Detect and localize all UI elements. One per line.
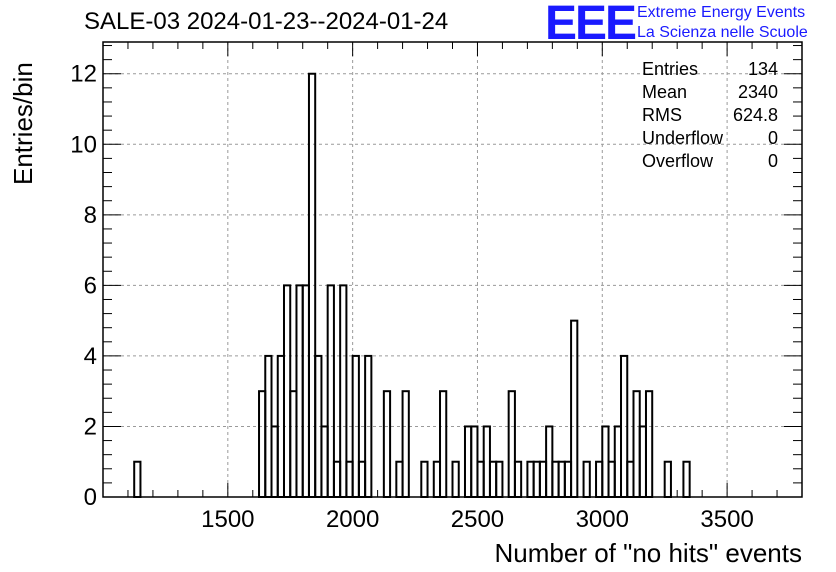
x-tick-label: 2500 [451, 506, 504, 533]
histogram-bin [495, 460, 504, 498]
stats-label: Mean [642, 82, 688, 102]
stats-label: Entries [642, 59, 699, 79]
y-axis-label: Entries/bin [8, 62, 38, 185]
stats-overflow-row: Overflow 0 [642, 150, 778, 173]
stats-value: 0 [767, 151, 778, 171]
stats-value: 134 [747, 59, 778, 79]
eee-logo-text: Extreme Energy Events La Scienza nelle S… [637, 3, 808, 43]
histogram-bin [382, 390, 392, 498]
x-axis-label: Number of "no hits" events [494, 538, 803, 568]
stats-underflow-row: Underflow 0 [642, 127, 778, 150]
histogram-bin [451, 460, 460, 498]
stats-rms-row: RMS 624.8 [642, 104, 778, 127]
histogram-bin [663, 460, 672, 498]
y-tick-label: 0 [84, 484, 97, 511]
x-tick-label: 1500 [201, 506, 254, 533]
y-tick-label: 8 [84, 202, 97, 229]
y-tick-label: 10 [70, 131, 97, 158]
histogram-bin [570, 319, 579, 498]
x-tick-label: 3500 [700, 506, 753, 533]
stats-value: 624.8 [732, 105, 778, 125]
histogram-bin [420, 460, 429, 498]
chart-title: SALE-03 2024-01-23--2024-01-24 [84, 8, 449, 35]
x-tick-label: 2000 [326, 506, 379, 533]
stats-entries-row: Entries 134 [642, 58, 778, 81]
histogram-bin [133, 460, 142, 498]
y-tick-label: 2 [84, 413, 97, 440]
y-tick-label: 6 [84, 272, 97, 299]
histogram-bin [439, 390, 448, 498]
x-tick-label: 3000 [576, 506, 629, 533]
stats-box: Entries 134 Mean 2340 RMS 624.8 Underflo… [642, 58, 778, 173]
stats-label: Underflow [642, 128, 724, 148]
stats-value: 0 [767, 128, 778, 148]
histogram-bin [513, 460, 523, 498]
stats-value: 2340 [737, 82, 778, 102]
histogram-bin [682, 460, 691, 498]
logo-line-1: Extreme Energy Events [637, 4, 806, 21]
stats-label: RMS [642, 105, 682, 125]
eee-logo: EEE [545, 0, 637, 50]
y-tick-label: 4 [84, 343, 97, 370]
y-tick-label: 12 [70, 61, 97, 88]
stats-label: Overflow [642, 151, 714, 171]
stats-mean-row: Mean 2340 [642, 81, 778, 104]
histogram-bin [401, 390, 410, 498]
histogram-bin [582, 460, 591, 498]
histogram-bin [644, 390, 654, 498]
logo-line-2: La Scienza nelle Scuole [637, 24, 808, 41]
